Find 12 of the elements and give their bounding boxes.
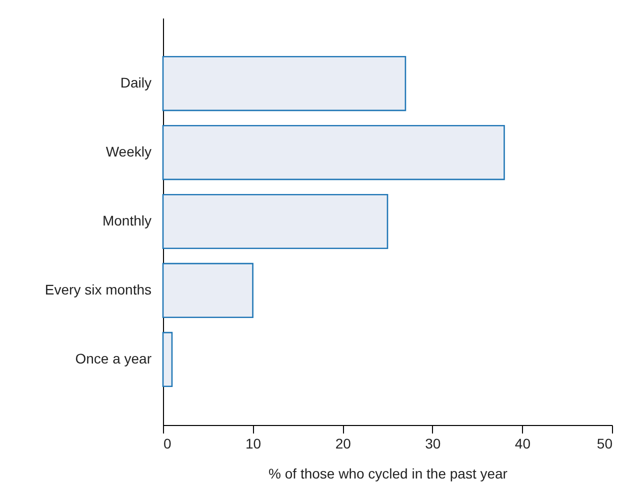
x-tick-label: 20 (335, 436, 352, 452)
y-tick-label: Weekly (106, 144, 152, 160)
y-tick-label: Once a year (75, 350, 152, 366)
x-tick-label: 40 (514, 436, 531, 452)
x-tick-label: 30 (425, 436, 441, 452)
y-tick-label: Daily (120, 74, 152, 91)
x-tick-label: 50 (596, 436, 613, 452)
x-axis-title: % of those who cycled in the past year (268, 466, 508, 482)
y-tick-label: Every six months (44, 281, 152, 298)
y-tick-label: Monthly (102, 212, 152, 228)
x-tick-label: 0 (164, 436, 172, 452)
x-tick-label: 10 (246, 436, 262, 452)
